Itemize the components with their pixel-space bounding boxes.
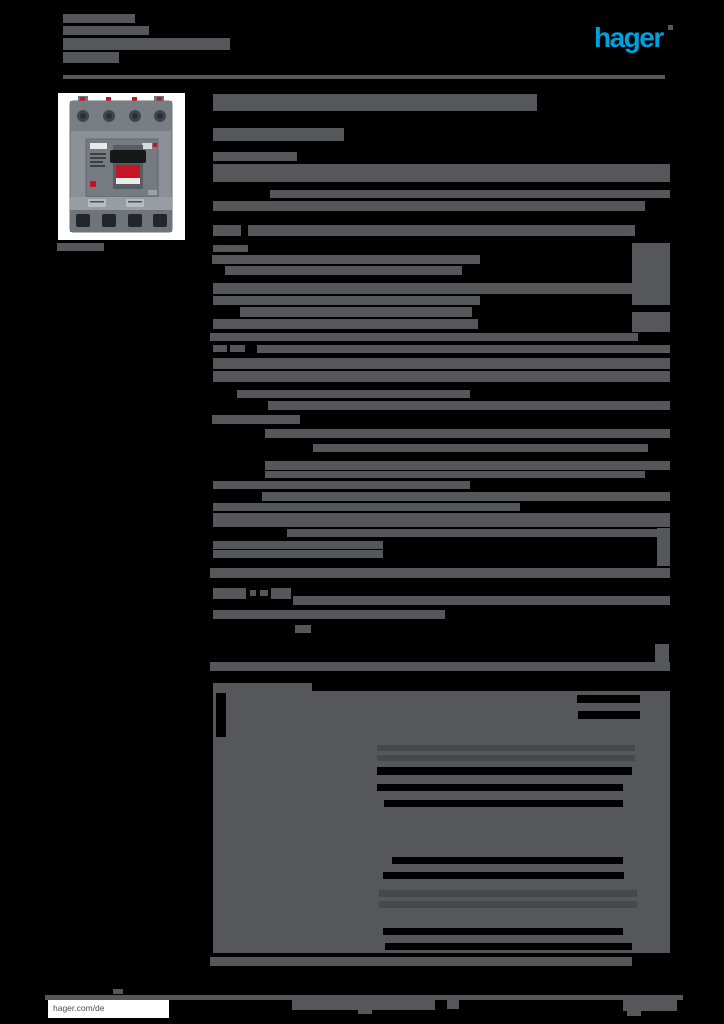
- spec-table-text-row: [379, 890, 637, 897]
- section-heading-line: [210, 662, 670, 671]
- section-heading-line: [260, 590, 268, 596]
- trip-button: [90, 181, 96, 187]
- spec-table-row-gap: [577, 695, 640, 703]
- intro-text-line: [212, 255, 480, 264]
- section-heading-line: [295, 625, 311, 633]
- feature-list-line: [237, 390, 470, 398]
- intro-text-line: [213, 283, 648, 294]
- header-title-line: [63, 52, 119, 63]
- header-title-line: [668, 25, 673, 30]
- intro-text-line: [225, 266, 462, 275]
- page-title: [213, 128, 344, 141]
- feature-list-line: [213, 503, 520, 511]
- product-photo-box: [58, 93, 185, 240]
- circuit-breaker-photo: [69, 96, 173, 233]
- feature-list-line: [212, 415, 300, 424]
- breaker-toggle: [110, 150, 146, 163]
- footer-line: [292, 999, 435, 1010]
- spec-table-row-gap: [385, 943, 632, 950]
- page-title: [213, 94, 537, 111]
- spec-table-row-gap: [383, 928, 623, 935]
- paragraph-line: [213, 513, 670, 527]
- spec-table-row-start: [213, 695, 216, 701]
- feature-list-line: [257, 345, 670, 353]
- spec-table-block: [213, 691, 670, 953]
- feature-list-line: [313, 444, 648, 452]
- intro-text-line: [240, 307, 472, 317]
- paragraph-line: [657, 528, 670, 566]
- feature-list-line: [268, 401, 670, 410]
- section-heading-line: [213, 610, 445, 619]
- section-heading-line: [655, 644, 669, 662]
- intro-text-line: [213, 152, 297, 161]
- header-title-line: [63, 38, 230, 50]
- feature-list-line: [265, 461, 670, 470]
- footer-url: hager.com/de: [48, 999, 169, 1018]
- spec-table-row-gap: [377, 767, 632, 775]
- spec-table-row-gap: [377, 784, 623, 791]
- footer-line: [113, 989, 123, 994]
- footer-line: [627, 1011, 641, 1016]
- intro-text-line: [213, 296, 480, 305]
- feature-list-line: [262, 492, 670, 501]
- spec-table-text-row: [377, 745, 635, 751]
- section-heading-line: [293, 596, 670, 605]
- spec-table-row-gap: [384, 800, 623, 807]
- spec-table-text-row: [379, 901, 637, 908]
- section-heading-line: [271, 588, 291, 599]
- paragraph-line: [210, 568, 670, 578]
- feature-list-line: [213, 371, 670, 382]
- intro-text-line: [213, 245, 248, 252]
- section-heading-line: [213, 683, 312, 691]
- paragraph-line: [287, 529, 670, 537]
- feature-list-line: [213, 345, 227, 352]
- intro-text-line: [213, 319, 478, 329]
- header-title-line: [63, 26, 149, 35]
- intro-text-line: [632, 312, 670, 332]
- intro-text-line: [270, 190, 670, 198]
- brand-label: [90, 143, 107, 149]
- photo-caption: [57, 243, 104, 251]
- spec-table-row-gap: [383, 872, 624, 879]
- paragraph-line: [213, 541, 383, 549]
- intro-text-line: [632, 243, 670, 305]
- feature-list-line: [265, 471, 645, 478]
- spec-table-row-start: [213, 711, 216, 717]
- spec-table-left-gap: [216, 693, 226, 737]
- spec-table-row-start: [213, 727, 216, 733]
- hager-logo: hager: [594, 22, 664, 53]
- feature-list-line: [230, 345, 245, 352]
- spec-table-text-row: [377, 755, 635, 761]
- intro-text-line: [248, 225, 635, 236]
- spec-table-row-gap: [392, 857, 623, 864]
- footer-line: [623, 995, 677, 1011]
- header-title-line: [63, 14, 135, 23]
- footer-line: [45, 995, 683, 1000]
- feature-list-line: [210, 333, 638, 341]
- header-rule: [63, 75, 665, 79]
- intro-text-line: [213, 164, 670, 182]
- paragraph-line: [213, 550, 383, 558]
- intro-text-line: [213, 225, 241, 236]
- footer-line: [358, 1010, 372, 1014]
- section-heading-line: [213, 588, 246, 599]
- table-footer-row: [210, 957, 632, 966]
- footer-line: [447, 1000, 459, 1009]
- spec-table-row-gap: [578, 711, 640, 719]
- intro-text-line: [213, 201, 645, 211]
- feature-list-line: [265, 429, 670, 438]
- feature-list-line: [213, 481, 470, 489]
- section-heading-line: [250, 590, 256, 596]
- feature-list-line: [213, 358, 670, 369]
